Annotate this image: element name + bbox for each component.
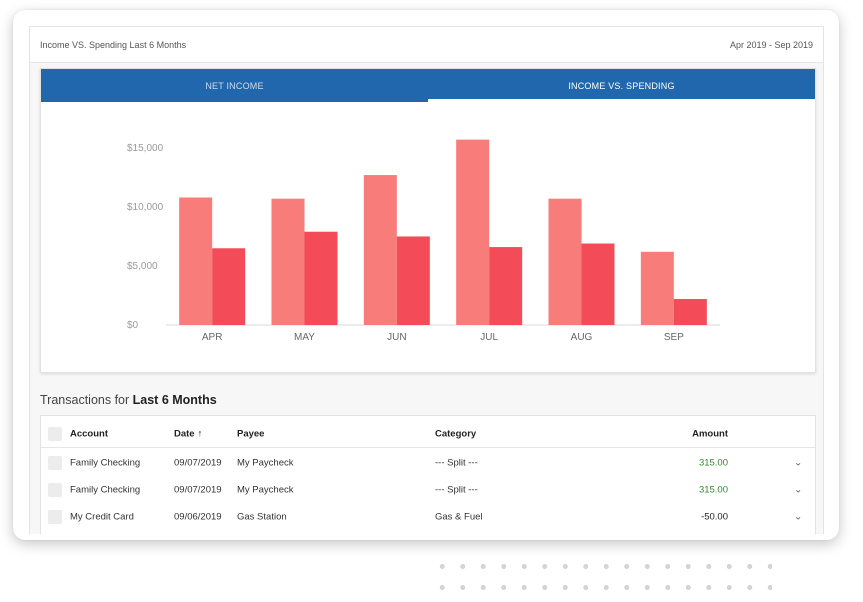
bar-jul-series-2[interactable] — [489, 247, 523, 325]
transactions-table: Account Date ↑ Payee Category Amount Fami… — [40, 415, 816, 534]
bar-jun-series-1[interactable] — [363, 175, 397, 325]
tab-income-vs-spending[interactable]: INCOME VS. SPENDING — [428, 69, 815, 102]
report-date-range: Apr 2019 - Sep 2019 — [729, 39, 813, 50]
row-checkbox[interactable] — [48, 509, 62, 524]
table-row[interactable]: Family Checking 09/07/2019 My Paycheck --- … — [41, 449, 815, 476]
dot-pattern-decoration — [432, 556, 772, 602]
x-tick-label: JUL — [480, 332, 498, 343]
bar-jun-series-2[interactable] — [396, 236, 430, 325]
bar-jul-series-1[interactable] — [456, 139, 490, 325]
bar-sep-series-2[interactable] — [673, 299, 707, 325]
cell-date: 09/06/2019 — [174, 511, 222, 522]
report-card: Income VS. Spending Last 6 Months Apr 20… — [13, 10, 839, 540]
y-tick-label: $5,000 — [127, 261, 158, 272]
report-header: Income VS. Spending Last 6 Months Apr 20… — [30, 27, 823, 63]
y-tick-label: $15,000 — [127, 143, 164, 154]
cell-payee: My Paycheck — [237, 484, 294, 495]
bar-apr-series-2[interactable] — [212, 248, 246, 325]
cell-account: My Credit Card — [70, 511, 134, 522]
column-header-payee[interactable]: Payee — [237, 428, 265, 439]
cell-payee: Gas Station — [237, 511, 287, 522]
chart-panel: NET INCOME INCOME VS. SPENDING $0 $5,000 $… — [40, 68, 816, 373]
cell-account: Family Checking — [70, 484, 141, 495]
bar-aug-series-1[interactable] — [548, 198, 582, 325]
chart-tabs: NET INCOME INCOME VS. SPENDING — [41, 69, 815, 102]
cell-category: --- Split --- — [435, 457, 478, 468]
table-row[interactable]: My Credit Card 09/06/2019 Gas Station Gas &… — [41, 503, 815, 530]
report-title: Income VS. Spending Last 6 Months — [40, 39, 187, 50]
x-tick-label: MAY — [294, 332, 315, 343]
tab-net-income[interactable]: NET INCOME — [205, 80, 264, 91]
transactions-heading-prefix: Transactions for — [40, 393, 130, 407]
row-checkbox[interactable] — [48, 482, 62, 497]
column-header-date-label: Date — [174, 428, 195, 439]
income-spending-bar-chart: $0 $5,000 $10,000 $15,000 APR MAY JUN JUL AUG SEP — [127, 139, 720, 343]
cell-date: 09/07/2019 — [174, 484, 222, 495]
cell-amount: 315.00 — [698, 457, 728, 468]
cell-account: Family Checking — [70, 457, 141, 468]
column-header-amount[interactable]: Amount — [692, 428, 728, 439]
bar-may-series-1[interactable] — [271, 198, 305, 325]
sort-ascending-icon: ↑ — [197, 428, 203, 439]
cell-category: --- Split --- — [435, 484, 478, 495]
transactions-heading-period: Last 6 Months — [132, 393, 217, 407]
table-header-row: Account Date ↑ Payee Category Amount — [41, 420, 815, 448]
cell-amount: 315.00 — [698, 484, 728, 495]
chevron-down-icon[interactable]: ⌄ — [794, 484, 803, 495]
x-tick-label: SEP — [664, 332, 684, 343]
x-tick-label: AUG — [571, 332, 593, 343]
cell-date: 09/07/2019 — [174, 457, 222, 468]
select-all-checkbox[interactable] — [48, 426, 62, 441]
transactions-heading: Transactions for Last 6 Months — [40, 393, 217, 407]
chevron-down-icon[interactable]: ⌄ — [794, 457, 803, 468]
column-header-account[interactable]: Account — [70, 428, 108, 439]
column-header-date[interactable]: Date ↑ — [174, 428, 202, 439]
cell-amount: -50.00 — [701, 511, 728, 522]
x-tick-label: JUN — [387, 332, 406, 343]
chevron-down-icon[interactable]: ⌄ — [794, 511, 803, 522]
bar-apr-series-1[interactable] — [179, 197, 213, 325]
x-tick-label: APR — [202, 332, 223, 343]
bar-sep-series-1[interactable] — [640, 251, 674, 325]
y-tick-label: $0 — [127, 320, 139, 331]
bar-aug-series-2[interactable] — [581, 243, 615, 325]
cell-category: Gas & Fuel — [435, 511, 483, 522]
bar-may-series-2[interactable] — [304, 231, 338, 325]
cell-payee: My Paycheck — [237, 457, 294, 468]
y-tick-label: $10,000 — [127, 202, 164, 213]
column-header-category[interactable]: Category — [435, 428, 477, 439]
row-checkbox[interactable] — [48, 455, 62, 470]
table-row[interactable]: Family Checking 09/07/2019 My Paycheck --- … — [41, 476, 815, 503]
report-panel: Income VS. Spending Last 6 Months Apr 20… — [29, 26, 824, 534]
